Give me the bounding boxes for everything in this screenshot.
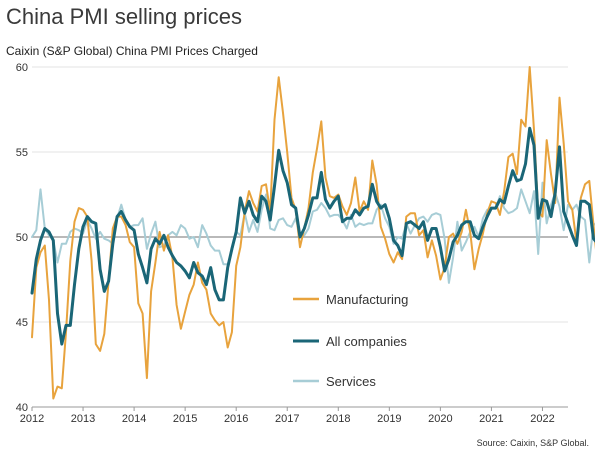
- x-tick-label: 2015: [173, 413, 197, 425]
- x-tick-label: 2013: [71, 413, 95, 425]
- x-tick-label: 2021: [479, 413, 503, 425]
- source-note: Source: Caixin, S&P Global.: [476, 438, 589, 448]
- x-tick-label: 2018: [326, 413, 350, 425]
- x-tick-label: 2022: [530, 413, 554, 425]
- x-tick-label: 2019: [377, 413, 401, 425]
- y-tick-label: 50: [16, 232, 28, 244]
- y-tick-label: 60: [16, 62, 28, 74]
- x-tick-label: 2014: [122, 413, 146, 425]
- chart-title: China PMI selling prices: [6, 4, 242, 29]
- legend-label-manufacturing: Manufacturing: [326, 292, 408, 307]
- x-tick-label: 2017: [275, 413, 299, 425]
- y-tick-label: 40: [16, 402, 28, 414]
- series-line-manufacturing: [31, 66, 595, 400]
- y-tick-label: 45: [16, 317, 28, 329]
- legend-label-services: Services: [326, 374, 376, 389]
- legend-label-all-companies: All companies: [326, 334, 407, 349]
- y-tick-label: 55: [16, 147, 28, 159]
- chart-subtitle: Caixin (S&P Global) China PMI Prices Cha…: [6, 44, 258, 58]
- x-tick-label: 2020: [428, 413, 452, 425]
- x-tick-label: 2016: [224, 413, 248, 425]
- x-tick-label: 2012: [20, 413, 44, 425]
- series-line-all-companies: [30, 126, 595, 346]
